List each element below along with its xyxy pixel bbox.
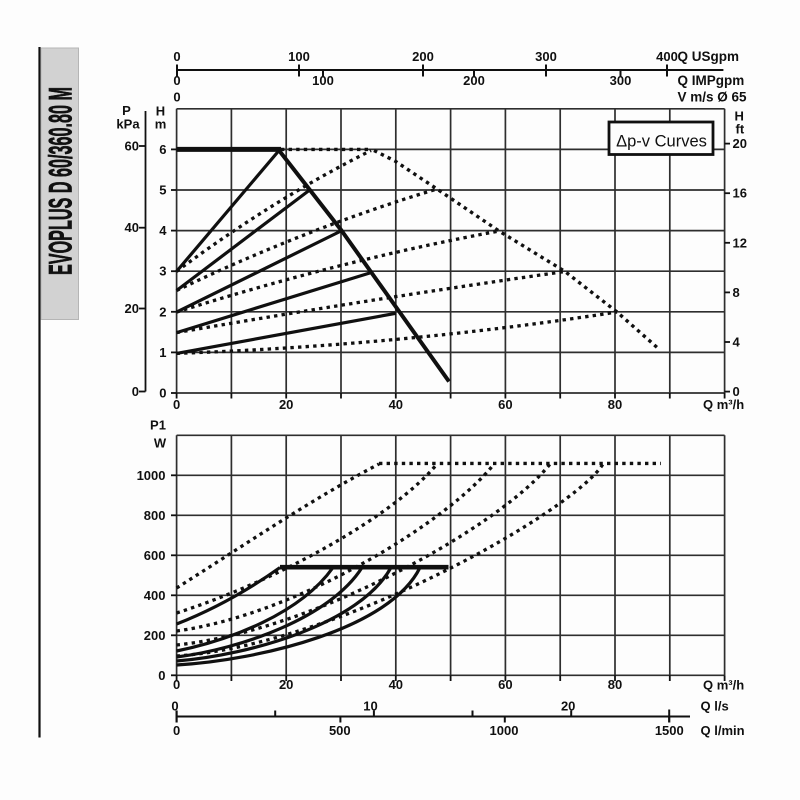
svg-text:ft: ft	[736, 122, 745, 137]
svg-text:400: 400	[656, 49, 678, 64]
svg-text:6: 6	[159, 142, 166, 157]
svg-text:P: P	[122, 103, 131, 118]
svg-text:Q l/s: Q l/s	[701, 699, 729, 714]
svg-text:m: m	[155, 117, 167, 132]
svg-text:40: 40	[125, 220, 139, 235]
svg-text:H: H	[156, 104, 165, 119]
svg-text:0: 0	[733, 384, 740, 399]
svg-text:20: 20	[561, 699, 575, 714]
svg-text:10: 10	[363, 699, 377, 714]
svg-text:W: W	[154, 436, 167, 451]
svg-text:V m/s Ø 65: V m/s Ø 65	[678, 90, 748, 105]
svg-text:0: 0	[173, 397, 180, 412]
svg-text:40: 40	[389, 677, 403, 692]
svg-text:20: 20	[733, 136, 747, 151]
svg-text:20: 20	[279, 677, 293, 692]
svg-text:300: 300	[535, 49, 557, 64]
svg-text:16: 16	[733, 186, 747, 201]
svg-text:300: 300	[610, 73, 632, 88]
svg-text:Q IMPgpm: Q IMPgpm	[678, 73, 745, 88]
svg-text:0: 0	[159, 386, 166, 401]
svg-text:80: 80	[608, 677, 622, 692]
svg-text:100: 100	[288, 49, 310, 64]
svg-text:4: 4	[159, 223, 167, 238]
svg-text:3: 3	[159, 264, 166, 279]
svg-text:4: 4	[733, 335, 741, 350]
svg-text:EVOPLUS D 60/360.80 M: EVOPLUS D 60/360.80 M	[43, 87, 79, 275]
svg-text:12: 12	[733, 235, 747, 250]
svg-text:400: 400	[144, 588, 166, 603]
svg-text:500: 500	[329, 723, 351, 738]
svg-text:Δp-v Curves: Δp-v Curves	[616, 133, 707, 151]
svg-text:kPa: kPa	[116, 117, 140, 132]
svg-text:0: 0	[132, 384, 139, 399]
svg-text:0: 0	[173, 677, 180, 692]
svg-text:80: 80	[608, 397, 622, 412]
svg-text:1000: 1000	[137, 468, 166, 483]
svg-text:H: H	[735, 109, 744, 124]
svg-text:1000: 1000	[490, 723, 519, 738]
svg-text:5: 5	[159, 183, 166, 198]
svg-text:P1: P1	[150, 418, 166, 433]
svg-text:800: 800	[144, 508, 166, 523]
svg-text:1500: 1500	[655, 723, 684, 738]
svg-text:100: 100	[312, 73, 334, 88]
svg-text:200: 200	[463, 73, 485, 88]
svg-text:8: 8	[733, 285, 740, 300]
svg-text:0: 0	[173, 49, 180, 64]
svg-text:0: 0	[173, 73, 180, 88]
svg-text:0: 0	[173, 90, 180, 105]
svg-text:600: 600	[144, 548, 166, 563]
svg-text:60: 60	[498, 677, 512, 692]
svg-text:200: 200	[144, 628, 166, 643]
svg-text:60: 60	[498, 397, 512, 412]
svg-text:Q l/min: Q l/min	[701, 723, 745, 738]
svg-text:1: 1	[159, 345, 166, 360]
svg-text:20: 20	[279, 397, 293, 412]
svg-text:0: 0	[158, 668, 165, 683]
svg-text:60: 60	[125, 139, 139, 154]
svg-text:200: 200	[412, 49, 434, 64]
svg-text:Q m³/h: Q m³/h	[703, 678, 744, 693]
svg-text:2: 2	[159, 304, 166, 319]
svg-text:Q m³/h: Q m³/h	[703, 397, 744, 412]
svg-text:0: 0	[171, 699, 178, 714]
svg-text:0: 0	[173, 723, 180, 738]
svg-text:20: 20	[125, 301, 139, 316]
svg-text:40: 40	[389, 397, 403, 412]
svg-text:Q USgpm: Q USgpm	[678, 49, 740, 64]
